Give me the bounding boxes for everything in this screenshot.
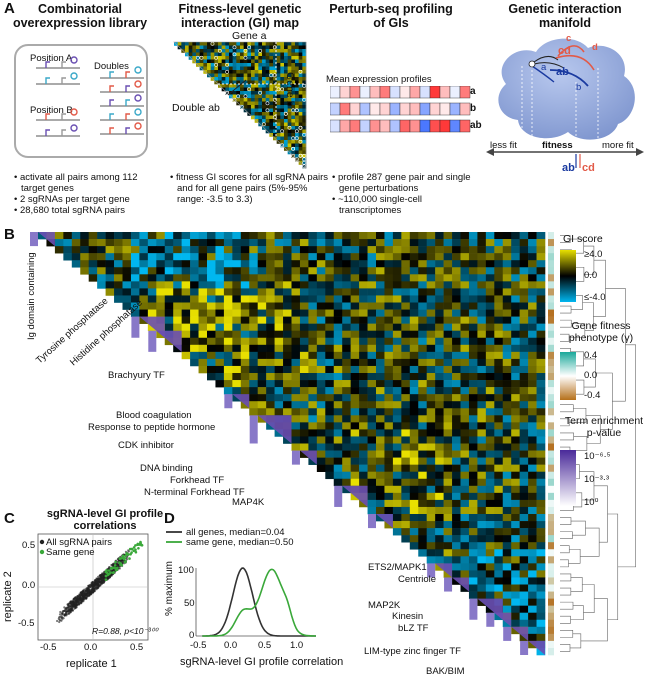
library-bullets: • activate all pairs among 112 target ge…: [14, 172, 164, 216]
gi-tick-bottom: ≤-4.0: [584, 292, 606, 303]
term-tick-mid: 10⁻³·³: [584, 474, 610, 485]
perturbseq-bullet: • profile 287 gene pair and single gene …: [332, 172, 471, 194]
profile-label-a: a: [470, 86, 476, 97]
density-ytick: 0: [189, 630, 195, 641]
more-fit-label: more fit: [602, 140, 634, 151]
term-label: LIM-type zinc finger TF: [364, 646, 461, 657]
term-label: BAK/BIM: [426, 666, 465, 677]
manifold-title: Genetic interaction manifold: [508, 2, 622, 30]
manifold-letter-b: b: [576, 82, 582, 93]
term-label: ETS2/MAPK1: [368, 562, 427, 573]
gi-map-thumbnail: [173, 41, 307, 169]
density-xtick: -0.5: [190, 640, 207, 651]
term-label: Forkhead TF: [170, 475, 225, 486]
fit-tick-top: 0.4: [584, 350, 598, 361]
position-b-label: Position B: [30, 105, 73, 116]
gi-score-legend-title: GI score: [563, 233, 603, 245]
manifold-letter-cd: cd: [558, 45, 571, 57]
term-label: MAP4K: [232, 497, 265, 508]
term-tick-top: 10⁻⁶·⁵: [584, 451, 611, 462]
scatter-legend-all: All sgRNA pairs: [46, 537, 112, 548]
term-label: Ig domain containing: [26, 252, 37, 340]
library-bullet: • 28,680 total sgRNA pairs: [14, 205, 126, 216]
manifold-letter-d: d: [592, 42, 598, 53]
gi-map-bullets: • fitness GI scores for all sgRNA pairs …: [170, 172, 330, 205]
less-fit-label: less fit: [490, 140, 517, 151]
scatter-legend-same: Same gene: [46, 547, 95, 558]
panel-b-letter: B: [4, 226, 15, 243]
library-box: [14, 44, 148, 158]
manifold-illustration: [486, 38, 644, 168]
library-title: Combinatorial overexpression library: [12, 2, 148, 30]
manifold-letter-ab: ab: [556, 66, 569, 78]
gi-tick-mid: 0.0: [584, 270, 598, 281]
term-colorbar: [560, 450, 576, 506]
position-a-label: Position A: [30, 53, 73, 64]
fit-tick-bottom: -0.4: [584, 390, 601, 401]
scatter-xtick: 0.5: [130, 642, 144, 653]
density-ytick: 100: [178, 565, 194, 576]
term-label: Centriole: [398, 574, 437, 585]
scatter-xtick: 0.0: [84, 642, 98, 653]
scatter-plot: [37, 533, 149, 641]
scatter-xtick: -0.5: [40, 642, 57, 653]
gi-tick-top: ≥4.0: [584, 249, 603, 260]
manifold-letter-a: a: [541, 62, 547, 73]
density-xtick: 0.5: [258, 640, 272, 651]
panel-c-letter: C: [4, 510, 15, 527]
gi-score-colorbar: [560, 250, 576, 302]
scatter-ylabel: replicate 2: [2, 571, 14, 622]
axis-cd-label: cd: [582, 162, 595, 174]
term-tick-bottom: 10⁰: [584, 497, 599, 508]
term-label: DNA binding: [140, 463, 193, 474]
perturbseq-title: Perturb-seq profiling of GIs: [329, 2, 453, 30]
scatter-ytick: 0.5: [22, 540, 36, 551]
doubles-label: Doubles: [94, 61, 129, 72]
perturbseq-bullets: • profile 287 gene pair and single gene …: [332, 172, 482, 216]
profile-label-ab: ab: [470, 120, 482, 131]
gi-map-title: Fitness-level genetic interaction (GI) m…: [178, 2, 302, 30]
scatter-ytick: 0.0: [22, 580, 36, 591]
library-bullet: • activate all pairs among 112 target ge…: [14, 172, 138, 194]
panel-c-title: sgRNA-level GI profile correlations: [46, 508, 164, 532]
density-plot: [166, 531, 316, 637]
density-legend-same: same gene, median=0.50: [186, 537, 294, 548]
term-label: Response to peptide hormone: [88, 422, 216, 433]
panel-a-letter: A: [4, 0, 15, 17]
term-label: Blood coagulation: [116, 410, 192, 421]
gi-map-bullet: • fitness GI scores for all sgRNA pairs …: [170, 172, 329, 205]
density-ytick: 50: [184, 598, 195, 609]
fitness-label: fitness: [542, 140, 573, 151]
density-xtick: 1.0: [290, 640, 304, 651]
expression-profiles: [330, 86, 471, 133]
density-legend-all: all genes, median=0.04: [186, 527, 285, 538]
library-bullet: • 2 sgRNAs per target gene: [14, 194, 130, 205]
term-legend-title: Term enrichment p-value: [564, 415, 644, 439]
fitness-legend-title: Gene fitness phenotype (γ): [568, 320, 634, 344]
axis-ab-label: ab: [562, 162, 575, 174]
term-label: N-terminal Forkhead TF: [144, 487, 245, 498]
term-label: bLZ TF: [398, 623, 429, 634]
scatter-ytick: -0.5: [18, 618, 35, 629]
fitness-colorbar: [560, 352, 576, 400]
double-ab-label: Double ab: [172, 102, 220, 114]
fit-tick-mid: 0.0: [584, 370, 598, 381]
gene-a-label: Gene a: [232, 30, 267, 42]
manifold-letter-c: c: [566, 33, 572, 44]
perturbseq-bullet: • ~110,000 single-cell transcriptomes: [332, 194, 423, 216]
term-label: Kinesin: [392, 611, 424, 622]
construct-icons: [36, 56, 144, 137]
scatter-xlabel: replicate 1: [66, 658, 117, 670]
term-label: CDK inhibitor: [118, 440, 174, 451]
profile-label-b: b: [470, 103, 477, 114]
mean-profile-title: Mean expression profiles: [326, 74, 432, 85]
term-label: Brachyury TF: [108, 370, 165, 381]
term-label: MAP2K: [368, 600, 401, 611]
density-xtick: 0.0: [224, 640, 238, 651]
panel-d-letter: D: [164, 510, 175, 527]
scatter-annotation: R=0.88, p<10⁻³⁰⁰: [92, 626, 158, 636]
density-ylabel: % maximum: [164, 560, 175, 616]
density-xlabel: sgRNA-level GI profile correlation: [180, 656, 344, 668]
